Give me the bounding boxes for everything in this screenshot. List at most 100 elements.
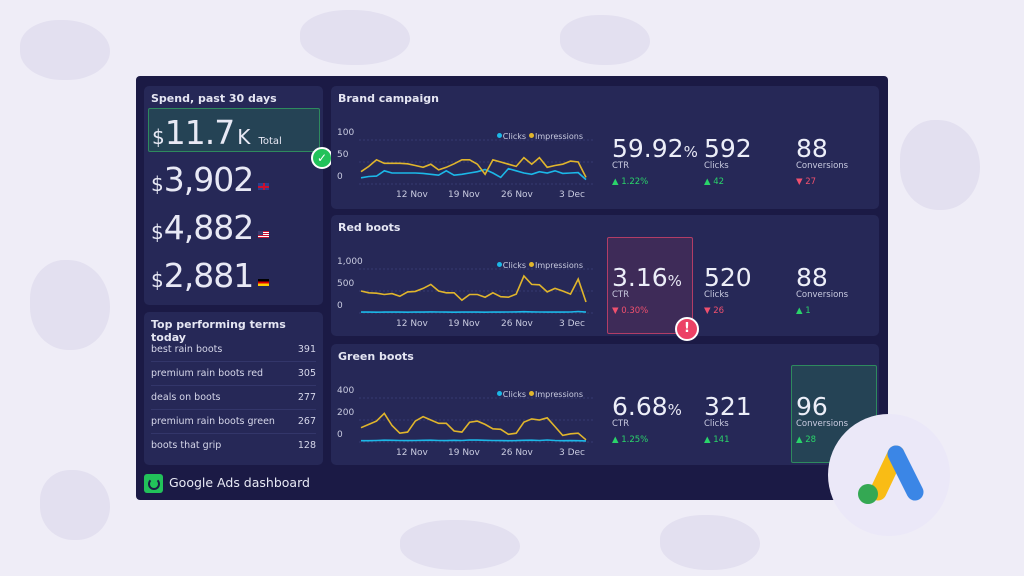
arrow-up-icon: ▲: [796, 306, 803, 316]
impressions-line: [360, 412, 587, 441]
kpi-label: CTR: [612, 419, 630, 429]
spend-value: 2,881: [163, 256, 254, 295]
legend-clicks: Clicks: [502, 132, 527, 141]
term-value: 277: [297, 392, 316, 403]
term-value: 128: [297, 440, 316, 451]
spend-us: $4,882: [151, 208, 270, 247]
legend-impressions: Impressions: [535, 132, 583, 141]
x-tick-label: 19 Nov: [448, 448, 480, 458]
y-tick-label: 0: [337, 301, 343, 311]
term-label: premium rain boots red: [151, 368, 264, 379]
x-tick-label: 19 Nov: [448, 190, 480, 200]
term-label: deals on boots: [151, 392, 221, 403]
footer-title: Google Ads dashboard: [169, 475, 310, 490]
impressions-dot-icon: [529, 133, 535, 138]
databox-logo-icon: [144, 474, 163, 493]
kpi-clicks: 520 Clicks ▼ 26: [704, 263, 752, 316]
terms-panel: Top performing terms today best rain boo…: [144, 312, 323, 465]
x-tick-label: 12 Nov: [396, 190, 428, 200]
clicks-dot-icon: [496, 391, 502, 396]
term-row: deals on boots 277: [151, 386, 316, 410]
spend-germany: $2,881: [151, 256, 270, 295]
kpi-value: 321: [704, 392, 752, 421]
kpi-value: 520: [704, 263, 752, 292]
kpi-value: 59.92: [612, 134, 684, 163]
kpi-label: Clicks: [704, 290, 729, 300]
kpi-change: ▲ 42: [704, 177, 752, 187]
kpi-value: 96: [796, 392, 828, 421]
currency: $: [152, 125, 165, 149]
arrow-down-icon: ▼: [704, 306, 711, 316]
total-spend-value: 11.7: [164, 113, 235, 152]
kpi-change: ▲ 1: [796, 306, 848, 316]
currency: $: [151, 172, 164, 196]
term-label: best rain boots: [151, 344, 223, 355]
spend-title: Spend, past 30 days: [151, 92, 277, 105]
kpi-label: Clicks: [704, 419, 729, 429]
arrow-down-icon: ▼: [796, 177, 803, 187]
spend-uk: $3,902: [151, 160, 270, 199]
kpi-label: CTR: [612, 290, 630, 300]
y-tick-label: 500: [337, 279, 355, 289]
impressions-line: [360, 274, 587, 303]
kpi-change: ▲ 1.25%: [612, 435, 682, 445]
legend-impressions: Impressions: [535, 390, 583, 399]
kpi-conversions: 88 Conversions ▲ 1: [796, 263, 848, 316]
impressions-dot-icon: [529, 262, 535, 267]
clicks-line: [361, 439, 587, 442]
x-tick-label: 3 Dec: [559, 190, 586, 200]
kpi-change: ▼ 27: [796, 177, 848, 187]
arrow-up-icon: ▲: [704, 177, 711, 187]
kpi-conversions: 88 Conversions ▼ 27: [796, 134, 848, 187]
y-tick-label: 1,000: [337, 257, 363, 267]
kpi-label: CTR: [612, 161, 630, 171]
impressions-dot-icon: [529, 391, 535, 396]
chart-legend: Clicks Impressions: [494, 132, 583, 141]
clicks-line: [360, 167, 587, 181]
kpi-unit: %: [683, 143, 698, 161]
campaign-panel: Brand campaign Clicks Impressions 0 50 100 …: [331, 86, 879, 209]
kpi-change-value: 27: [805, 177, 817, 187]
kpi-ctr: 3.16% CTR ▼ 0.30%: [612, 263, 682, 316]
us-flag-icon: [258, 231, 270, 238]
footer: Google Ads dashboard: [144, 472, 310, 494]
arrow-up-icon: ▲: [612, 177, 619, 187]
currency: $: [151, 268, 164, 292]
uk-flag-icon: [258, 183, 270, 190]
x-tick-label: 12 Nov: [396, 319, 428, 329]
kpi-label: Clicks: [704, 161, 729, 171]
kpi-change: ▲ 28: [796, 435, 848, 445]
campaign-chart: [359, 139, 593, 185]
campaign-panel: Red boots Clicks Impressions 0 500 1,000 12…: [331, 215, 879, 341]
legend-clicks: Clicks: [502, 390, 527, 399]
legend-impressions: Impressions: [535, 261, 583, 270]
kpi-change-value: 141: [713, 435, 730, 445]
term-value: 305: [297, 368, 316, 379]
impressions-line: [360, 156, 587, 178]
kpi-label: Conversions: [796, 419, 849, 429]
x-tick-label: 12 Nov: [396, 448, 428, 458]
terms-title: Top performing terms today: [151, 318, 286, 344]
kpi-change-value: 0.30%: [621, 306, 649, 316]
campaign-chart: [359, 397, 593, 443]
kpi-change-value: 1.22%: [621, 177, 649, 187]
y-tick-label: 50: [337, 150, 349, 160]
x-tick-label: 3 Dec: [559, 448, 586, 458]
spend-value: 3,902: [163, 160, 254, 199]
total-suffix: K: [237, 125, 251, 149]
kpi-change-value: 26: [713, 306, 725, 316]
kpi-label: Conversions: [796, 161, 849, 171]
kpi-change-value: 1: [805, 306, 811, 316]
clicks-line: [361, 310, 587, 314]
total-label: Total: [258, 136, 282, 147]
arrow-up-icon: ▲: [612, 435, 619, 445]
arrow-up-icon: ▲: [704, 435, 711, 445]
campaign-chart: [359, 268, 593, 314]
campaign-title: Green boots: [338, 350, 414, 363]
kpi-clicks: 321 Clicks ▲ 141: [704, 392, 752, 445]
y-tick-label: 100: [337, 128, 355, 138]
campaign-panel: Green boots Clicks Impressions 0 200 400 12…: [331, 344, 879, 465]
germany-flag-icon: [258, 279, 270, 286]
kpi-value: 6.68: [612, 392, 668, 421]
alert-highlight: [607, 237, 693, 334]
